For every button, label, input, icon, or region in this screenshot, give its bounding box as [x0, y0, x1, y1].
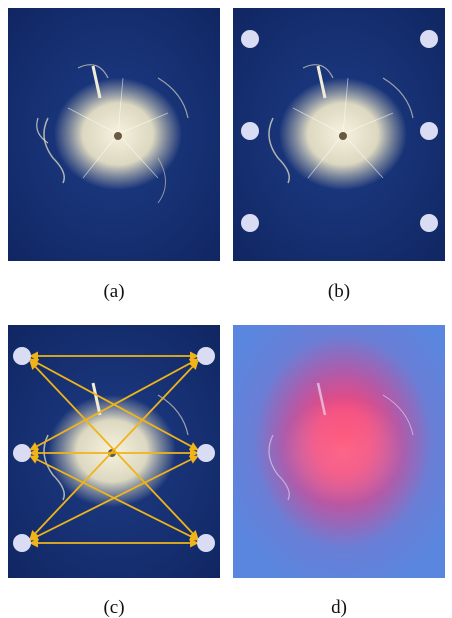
sensor-mid-left	[241, 122, 259, 140]
caption-a: (a)	[103, 281, 125, 302]
sensor-dots	[13, 347, 215, 552]
sensor-bottom-left	[13, 534, 31, 552]
sensor-mid-right	[197, 444, 215, 462]
sensor-dots	[241, 30, 438, 232]
panel-d-image	[233, 325, 445, 578]
sensor-bottom-right	[420, 214, 438, 232]
sensor-paths	[29, 351, 199, 548]
caption-d: d)	[331, 597, 347, 618]
panel-a-cracked-glass	[8, 8, 220, 261]
path-bl-mr	[29, 455, 199, 541]
sensor-top-right	[420, 30, 438, 48]
panel-c-sensor-paths	[8, 325, 220, 578]
crack-pattern	[268, 64, 414, 190]
sensor-bottom-right	[197, 534, 215, 552]
panel-b-sensors	[233, 8, 445, 261]
caption-c: (c)	[103, 597, 125, 618]
panel-b-image	[233, 8, 445, 261]
panel-a-image	[8, 8, 220, 261]
sensor-top-right	[197, 347, 215, 365]
sensor-bottom-left	[241, 214, 259, 232]
sensor-top-left	[13, 347, 31, 365]
crack-pattern	[36, 64, 189, 204]
panel-d-heatmap	[233, 325, 445, 578]
panel-c-image	[8, 325, 220, 578]
sensor-mid-left	[13, 444, 31, 462]
caption-b: (b)	[327, 281, 351, 302]
sensor-top-left	[241, 30, 259, 48]
crack-pattern-overlay	[268, 382, 414, 505]
sensor-mid-right	[420, 122, 438, 140]
